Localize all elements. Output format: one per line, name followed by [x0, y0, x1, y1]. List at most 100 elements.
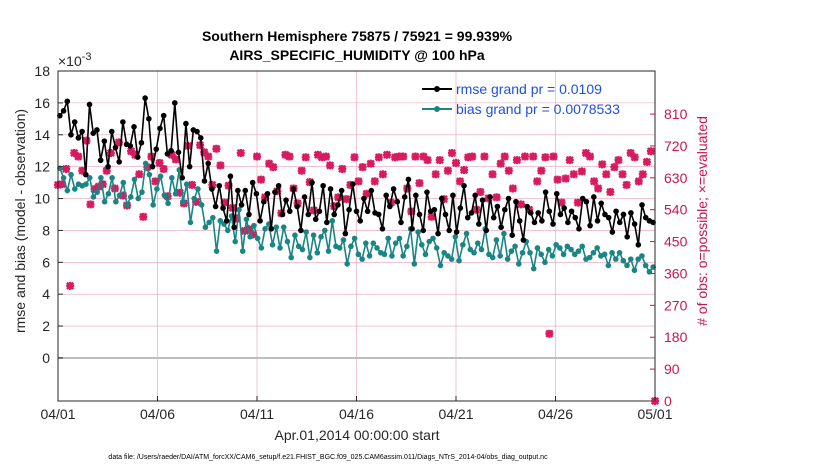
bias-point — [142, 160, 149, 167]
rmse-point — [349, 181, 356, 187]
bias-point — [329, 218, 336, 224]
bias-point — [553, 241, 559, 248]
bias-point — [303, 229, 309, 235]
rmse-point — [335, 202, 341, 208]
bias-point — [64, 187, 71, 194]
bias-point — [635, 256, 642, 262]
bias-point — [642, 262, 649, 269]
obs-point — [374, 153, 383, 162]
exponent-label: ×10-3 — [58, 51, 92, 69]
rmse-point — [257, 218, 263, 224]
bias-point — [411, 261, 418, 267]
rmse-point — [520, 237, 527, 243]
rmse-point — [68, 131, 74, 138]
bias-point — [370, 240, 377, 246]
bias-point — [172, 190, 179, 197]
rmse-point — [364, 208, 371, 215]
y-tick-label-left: 18 — [34, 63, 50, 79]
rmse-point — [71, 119, 78, 125]
footer-data-file: data file: /Users/raeder/DAI/ATM_forcXX/… — [108, 454, 548, 461]
obs-point — [301, 153, 310, 162]
bias-point — [213, 248, 220, 254]
obs-point — [598, 160, 607, 169]
obs-point — [618, 170, 627, 179]
bias-point — [340, 237, 347, 243]
bias-point — [224, 227, 231, 234]
bias-point — [538, 251, 544, 258]
obs-point — [590, 177, 599, 186]
rmse-point — [631, 221, 638, 227]
y-tick-label-left: 16 — [34, 95, 50, 111]
bias-point — [441, 249, 447, 256]
obs-point — [257, 175, 266, 184]
rmse-point — [97, 157, 104, 164]
obs-point — [456, 177, 465, 186]
bias-point — [613, 256, 619, 262]
obs-point — [565, 156, 574, 165]
bias-point — [575, 248, 582, 254]
bias-line — [59, 163, 654, 274]
rmse-point — [442, 211, 449, 218]
bias-point — [146, 171, 153, 178]
rmse-point — [179, 175, 186, 181]
rmse-point — [524, 203, 530, 210]
rmse-point — [160, 112, 167, 119]
rmse-point — [60, 108, 67, 114]
bias-point — [68, 171, 74, 178]
obs-point — [135, 170, 144, 179]
rmse-point — [502, 206, 508, 213]
rmse-point — [494, 203, 501, 210]
x-tick-label: 05/01 — [637, 406, 672, 422]
rmse-point — [342, 230, 349, 237]
rmse-point — [583, 198, 590, 205]
rmse-point — [260, 198, 267, 205]
rmse-point — [168, 147, 174, 154]
rmse-point — [505, 195, 512, 202]
rmse-point — [142, 95, 148, 101]
rmse-point — [542, 189, 549, 195]
rmse-point — [275, 182, 282, 189]
bias-point — [545, 246, 552, 253]
obs-point — [139, 212, 148, 221]
obs-point — [638, 170, 647, 179]
rmse-point — [153, 146, 160, 152]
bias-point — [217, 218, 224, 224]
obs-point — [480, 152, 489, 161]
obs-point — [399, 152, 408, 161]
bias-point — [564, 243, 571, 250]
rmse-point — [557, 211, 564, 218]
rmse-point — [468, 210, 475, 216]
rmse-point — [531, 219, 538, 226]
rmse-point — [131, 123, 137, 130]
rmse-point — [290, 186, 297, 192]
rmse-point — [249, 179, 256, 186]
obs-point — [78, 166, 87, 175]
obs-point — [545, 329, 554, 338]
bias-point — [101, 198, 108, 205]
obs-point — [496, 159, 505, 168]
rmse-point — [483, 227, 490, 234]
obs-point — [293, 199, 302, 208]
rmse-point — [357, 218, 364, 224]
rmse-point — [246, 211, 252, 218]
bias-point — [120, 179, 127, 186]
bias-point — [150, 202, 156, 208]
chart-subtitle: AIRS_SPECIFIC_HUMIDITY @ 100 hPa — [229, 47, 485, 63]
rmse-point — [268, 226, 275, 232]
y-tick-label-right: 180 — [664, 329, 688, 345]
obs-point — [537, 166, 546, 175]
obs-point — [447, 148, 456, 158]
rmse-point — [472, 192, 478, 199]
y-tick-label-right: 810 — [664, 106, 688, 122]
rmse-point — [446, 227, 453, 234]
bias-point — [527, 249, 533, 256]
bias-point — [560, 251, 567, 258]
obs-point — [569, 170, 578, 179]
obs-point — [342, 195, 351, 204]
obs-point — [504, 166, 513, 175]
rmse-point — [624, 233, 630, 240]
rmse-point — [227, 173, 234, 180]
bias-point — [307, 254, 313, 261]
rmse-point — [146, 116, 152, 122]
obs-point — [557, 198, 566, 207]
